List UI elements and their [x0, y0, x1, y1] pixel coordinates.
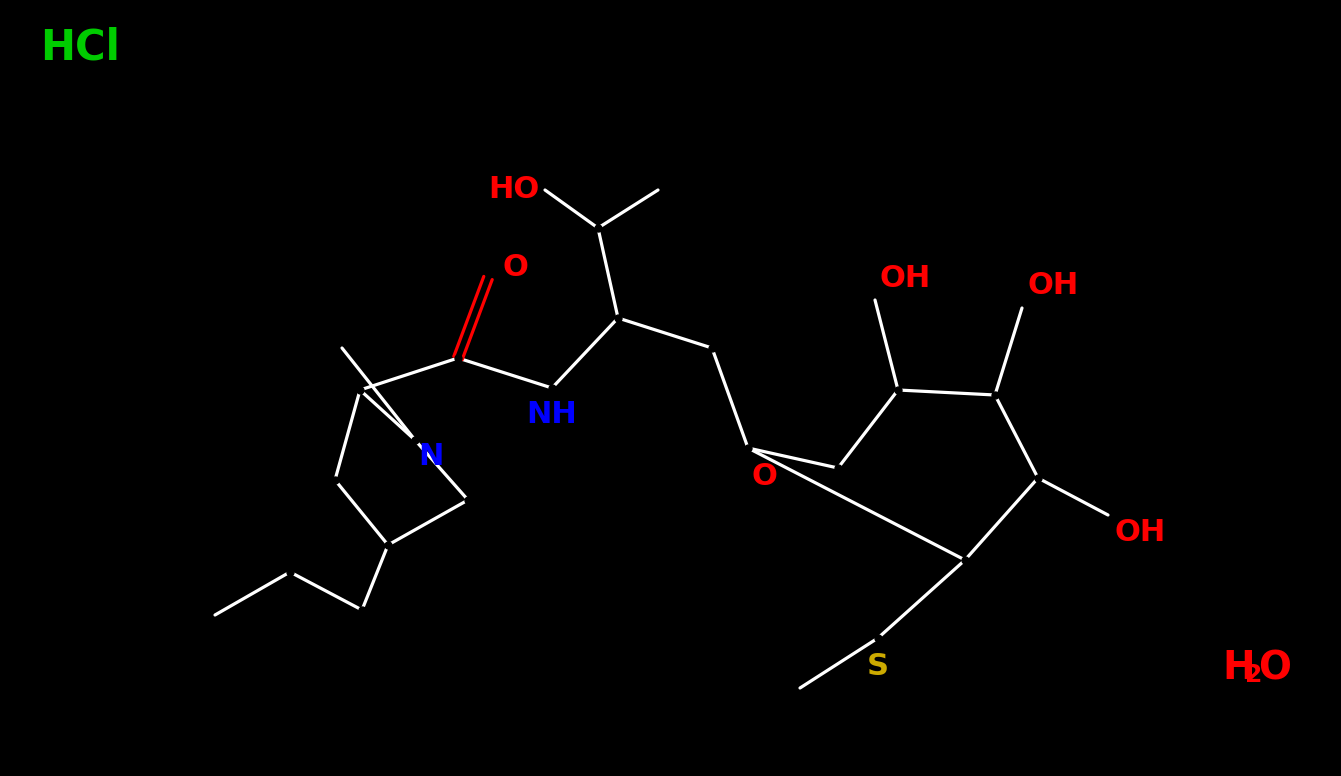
Text: OH: OH	[1114, 518, 1167, 547]
Text: HO: HO	[488, 175, 540, 205]
Text: O: O	[503, 254, 528, 282]
Text: 2: 2	[1244, 663, 1262, 687]
Text: O: O	[1258, 649, 1291, 687]
Text: S: S	[868, 652, 889, 681]
Text: O: O	[752, 462, 778, 491]
Text: HCl: HCl	[40, 27, 119, 69]
Text: N: N	[418, 442, 444, 471]
Text: OH: OH	[880, 264, 931, 293]
Text: H: H	[1222, 649, 1255, 687]
Text: NH: NH	[527, 400, 578, 429]
Text: OH: OH	[1029, 271, 1080, 300]
